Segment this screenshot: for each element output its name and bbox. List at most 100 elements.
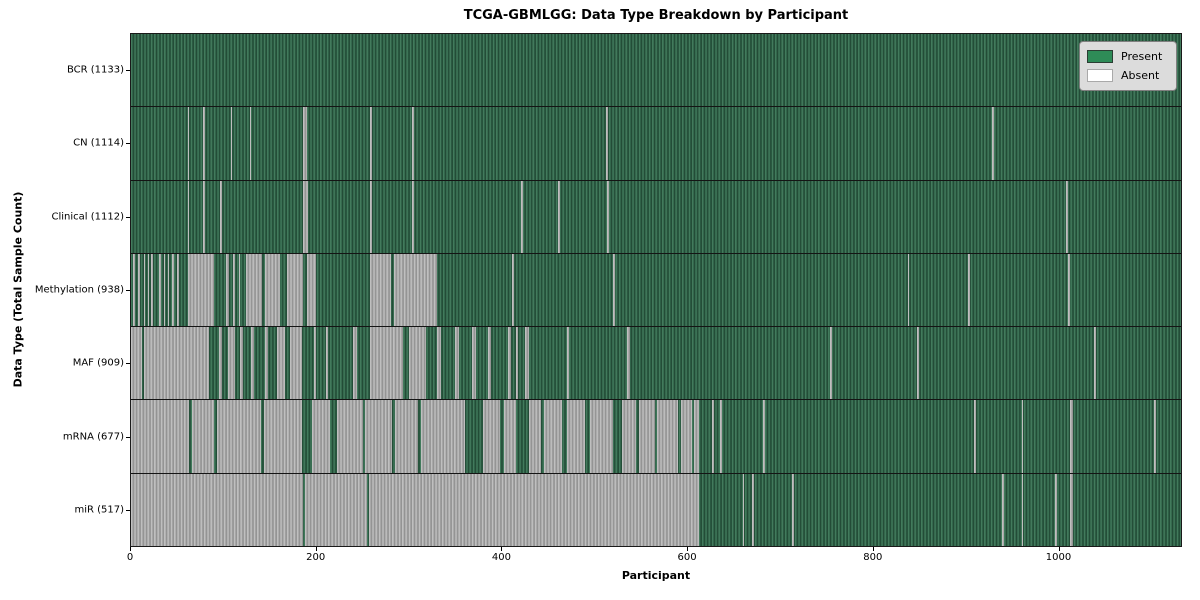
y-tick-label: Clinical (1112) bbox=[51, 211, 125, 223]
absent-segment bbox=[436, 327, 441, 400]
absent-segment bbox=[249, 107, 252, 180]
absent-segment bbox=[1021, 473, 1024, 546]
absent-segment bbox=[187, 107, 190, 180]
absent-segment bbox=[263, 400, 303, 473]
absent-segment bbox=[967, 253, 970, 327]
y-tick-mark bbox=[126, 143, 130, 145]
absent-segment bbox=[1093, 327, 1096, 400]
absent-segment bbox=[394, 253, 437, 327]
absent-segment bbox=[487, 327, 491, 400]
absent-segment bbox=[544, 400, 562, 473]
absent-segment bbox=[232, 253, 235, 327]
absent-segment bbox=[325, 327, 329, 400]
y-tick-mark bbox=[126, 510, 130, 512]
absent-segment bbox=[1069, 400, 1074, 473]
absent-segment bbox=[455, 327, 460, 400]
absent-segment bbox=[907, 253, 910, 327]
absent-segment bbox=[307, 253, 317, 327]
x-tick-label: 0 bbox=[126, 552, 134, 563]
absent-segment bbox=[1066, 180, 1068, 253]
absent-segment bbox=[203, 180, 206, 253]
absent-segment bbox=[1054, 473, 1057, 546]
absent-segment bbox=[219, 327, 222, 400]
absent-segment bbox=[311, 400, 331, 473]
absent-segment bbox=[370, 327, 403, 400]
legend-item-present: Present bbox=[1087, 47, 1168, 66]
row-band-methylation bbox=[131, 252, 1181, 327]
absent-segment bbox=[370, 253, 392, 327]
absent-segment bbox=[751, 473, 754, 546]
absent-segment bbox=[529, 400, 541, 473]
absent-segment bbox=[411, 107, 414, 180]
absent-segment bbox=[974, 400, 977, 473]
absent-segment bbox=[265, 253, 281, 327]
absent-segment bbox=[143, 327, 209, 400]
absent-segment bbox=[1069, 473, 1074, 546]
absent-segment bbox=[265, 327, 269, 400]
y-tick-label: MAF (909) bbox=[72, 357, 124, 369]
absent-segment bbox=[626, 327, 630, 400]
absent-segment bbox=[168, 253, 169, 327]
absent-segment bbox=[336, 400, 363, 473]
absent-segment bbox=[151, 253, 154, 327]
legend-item-absent: Absent bbox=[1087, 66, 1168, 85]
absent-segment bbox=[991, 107, 994, 180]
absent-segment bbox=[187, 180, 190, 253]
absent-segment bbox=[251, 327, 255, 400]
x-tick-label: 400 bbox=[491, 552, 511, 563]
row-band-mir bbox=[131, 472, 1181, 546]
absent-segment bbox=[192, 400, 215, 473]
absent-segment bbox=[558, 180, 561, 253]
absent-segment bbox=[472, 327, 476, 400]
absent-segment bbox=[177, 253, 180, 327]
absent-segment bbox=[131, 327, 143, 400]
x-tick-label: 200 bbox=[306, 552, 326, 563]
absent-segment bbox=[409, 327, 426, 400]
absent-segment bbox=[187, 253, 215, 327]
absent-segment bbox=[313, 327, 317, 400]
absent-segment bbox=[1002, 473, 1004, 546]
absent-segment bbox=[226, 253, 230, 327]
absent-segment bbox=[1067, 253, 1070, 327]
chart-title: TCGA-GBMLGG: Data Type Breakdown by Part… bbox=[463, 8, 849, 23]
absent-swatch-icon bbox=[1087, 69, 1113, 82]
row-band-maf bbox=[131, 326, 1181, 400]
legend-label-absent: Absent bbox=[1121, 69, 1160, 82]
y-tick-label: Methylation (938) bbox=[34, 284, 124, 296]
absent-segment bbox=[370, 107, 372, 180]
absent-segment bbox=[132, 253, 135, 327]
absent-segment bbox=[566, 400, 586, 473]
absent-segment bbox=[680, 400, 692, 473]
absent-segment bbox=[305, 473, 368, 546]
absent-segment bbox=[508, 327, 511, 400]
absent-segment bbox=[421, 400, 465, 473]
x-tick-mark bbox=[130, 547, 131, 551]
absent-segment bbox=[370, 180, 372, 253]
absent-segment bbox=[277, 327, 285, 400]
row-band-mrna bbox=[131, 399, 1181, 473]
absent-segment bbox=[219, 180, 222, 253]
absent-segment bbox=[217, 400, 261, 473]
absent-segment bbox=[511, 253, 514, 327]
absent-segment bbox=[240, 327, 244, 400]
absent-segment bbox=[742, 473, 745, 546]
absent-segment bbox=[303, 180, 308, 253]
present-swatch-icon bbox=[1087, 50, 1113, 63]
absent-segment bbox=[638, 400, 655, 473]
absent-segment bbox=[612, 253, 615, 327]
absent-segment bbox=[228, 327, 235, 400]
absent-segment bbox=[395, 400, 419, 473]
absent-segment bbox=[353, 327, 358, 400]
y-tick-mark bbox=[126, 363, 130, 365]
absent-segment bbox=[829, 327, 832, 400]
y-tick-label: CN (1114) bbox=[73, 137, 124, 149]
absent-segment bbox=[566, 327, 570, 400]
x-tick-mark bbox=[315, 547, 317, 551]
absent-segment bbox=[158, 253, 161, 327]
y-tick-label: BCR (1133) bbox=[66, 64, 124, 76]
absent-segment bbox=[524, 327, 530, 400]
absent-segment bbox=[712, 400, 714, 473]
absent-segment bbox=[203, 107, 206, 180]
absent-segment bbox=[763, 400, 765, 473]
